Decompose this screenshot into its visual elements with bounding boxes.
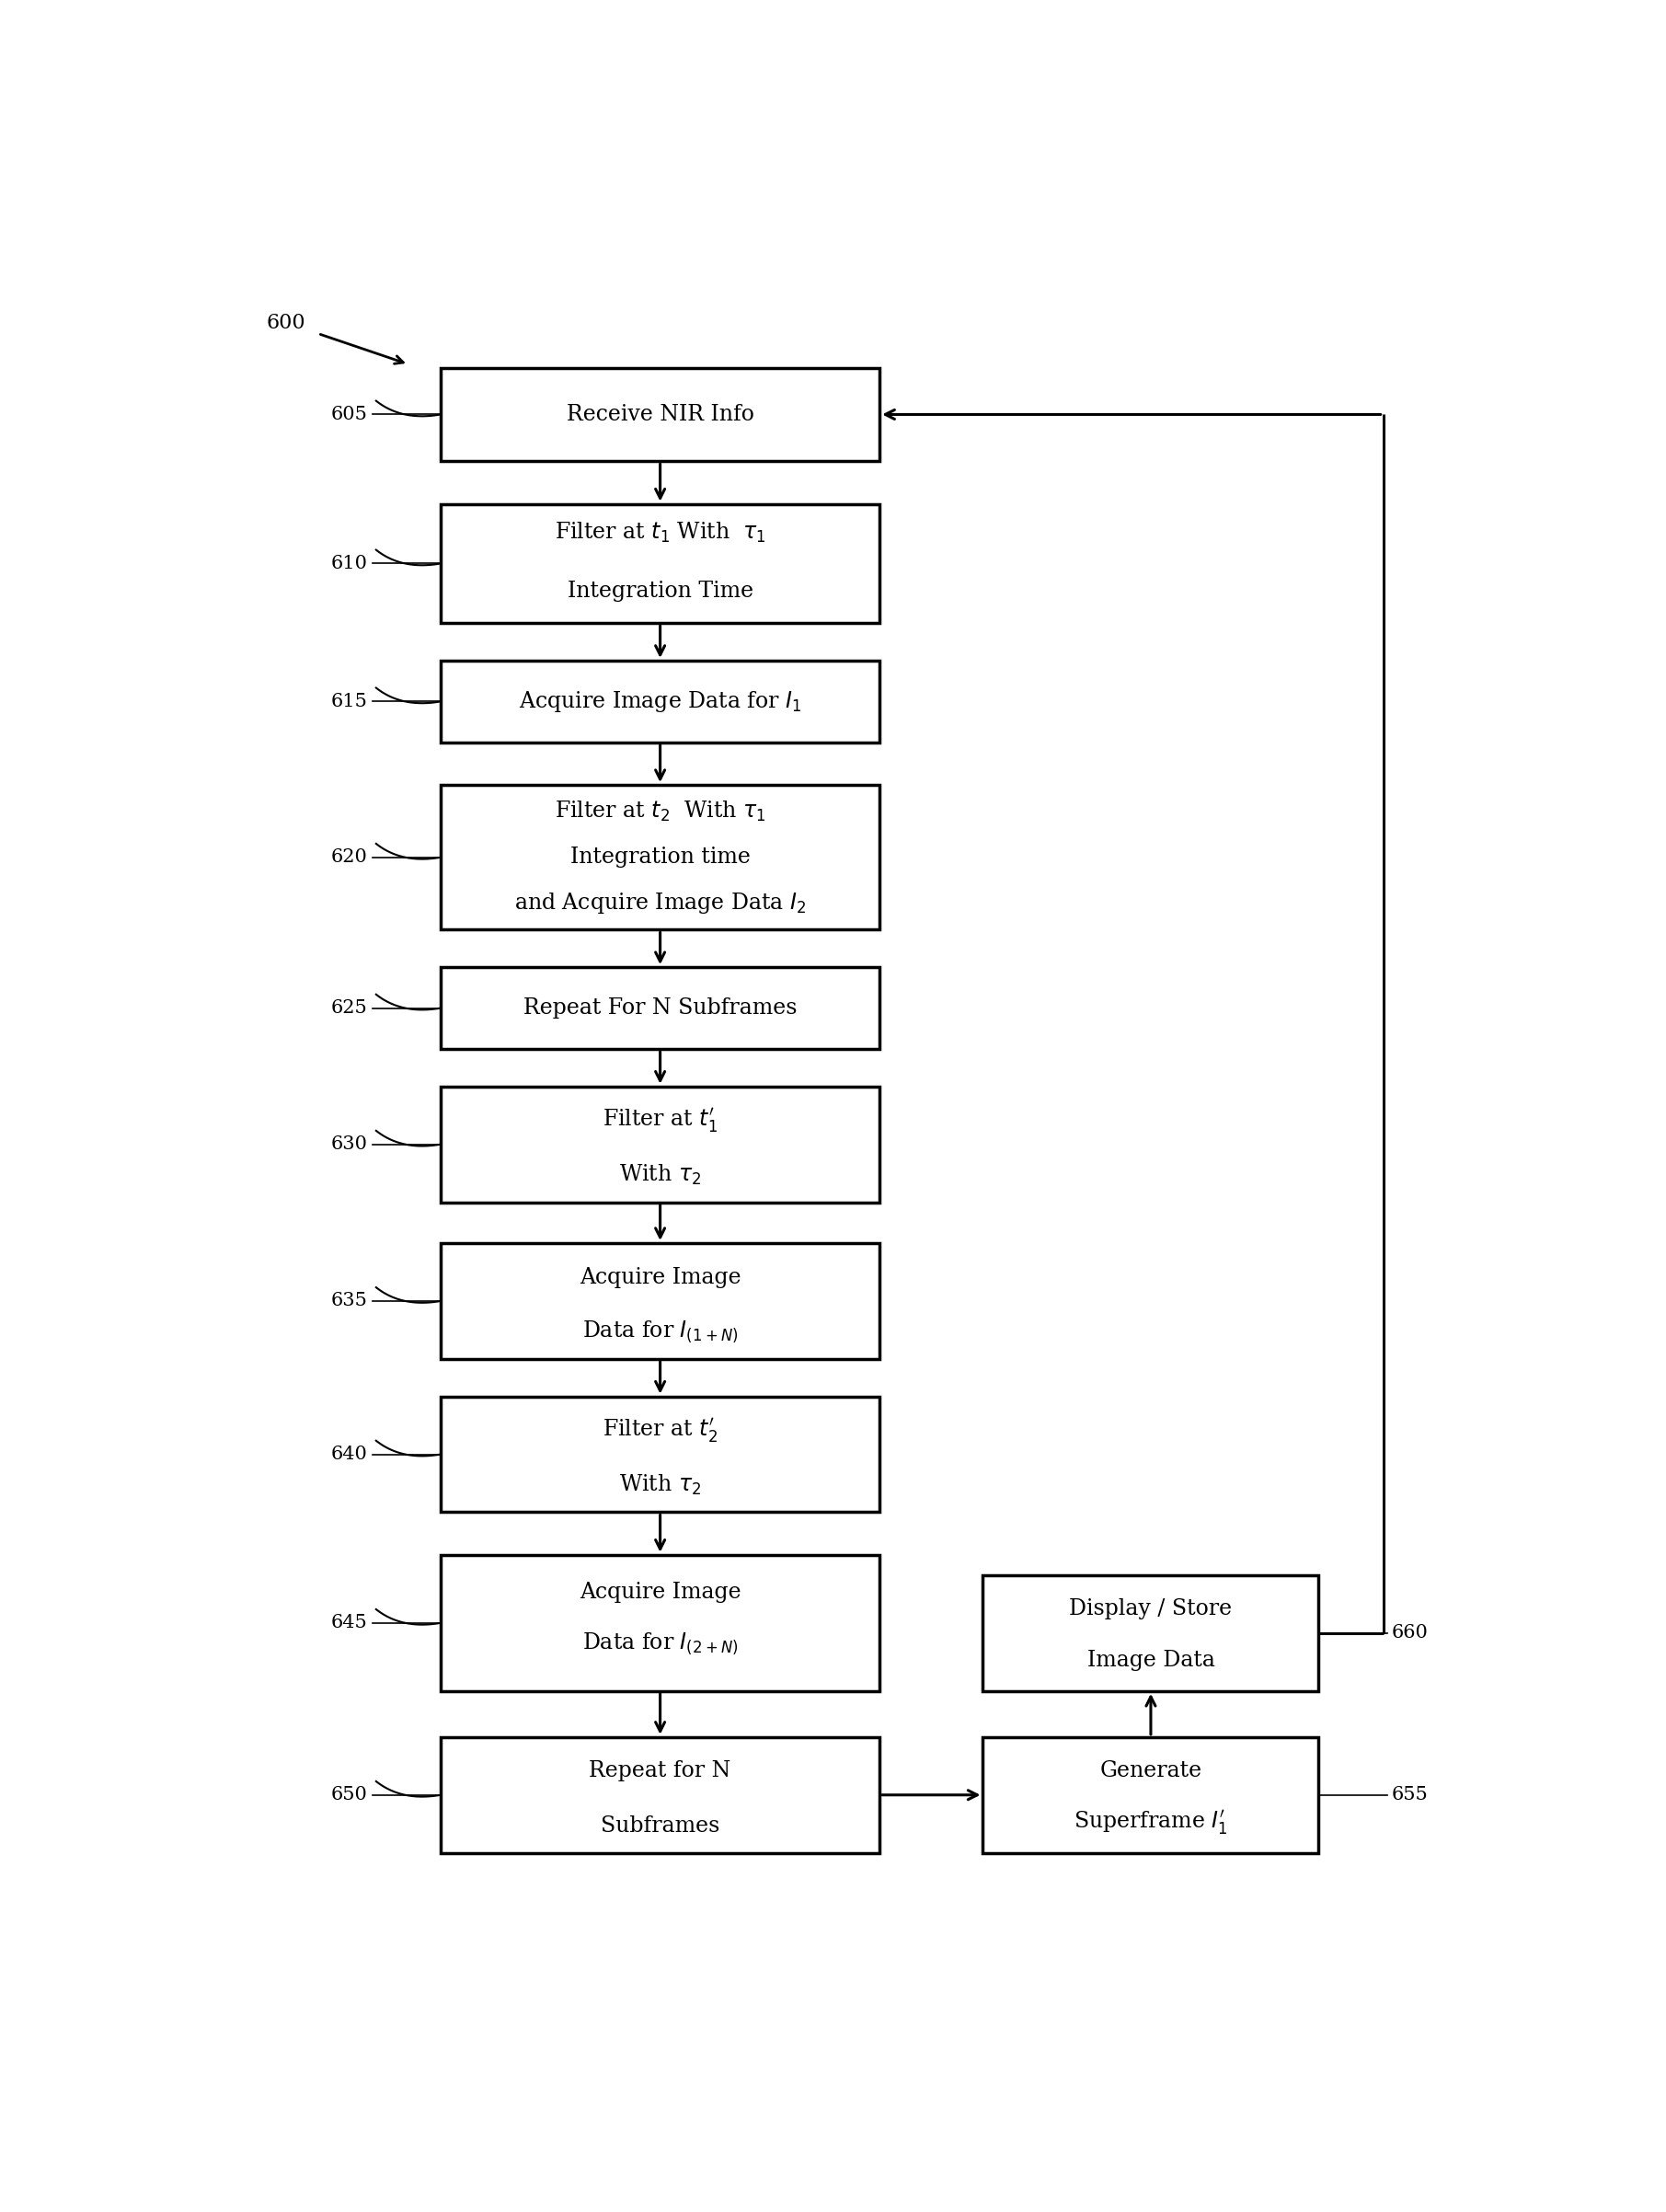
Text: Image Data: Image Data: [1086, 1650, 1215, 1670]
Bar: [440, 1555, 880, 1690]
Text: 635: 635: [332, 1292, 368, 1310]
Bar: [440, 1243, 880, 1358]
Text: Filter at $t_1$ With  $\tau_1$: Filter at $t_1$ With $\tau_1$: [555, 520, 766, 544]
Text: With $\tau_2$: With $\tau_2$: [620, 1473, 701, 1498]
Bar: [440, 1086, 880, 1203]
Text: 640: 640: [332, 1447, 368, 1462]
Text: Integration Time: Integration Time: [566, 580, 753, 602]
Text: Acquire Image Data for $I_1$: Acquire Image Data for $I_1$: [518, 690, 801, 714]
Text: 645: 645: [332, 1615, 368, 1632]
Text: 655: 655: [1391, 1787, 1428, 1803]
Bar: [440, 1396, 880, 1513]
Bar: [440, 1736, 880, 1854]
Text: Data for $I_{(2+N)}$: Data for $I_{(2+N)}$: [581, 1630, 738, 1657]
Bar: [440, 967, 880, 1048]
Text: 625: 625: [332, 1000, 368, 1018]
Text: 620: 620: [332, 849, 368, 867]
Text: Data for $I_{(1+N)}$: Data for $I_{(1+N)}$: [581, 1318, 738, 1345]
Bar: [440, 785, 880, 929]
Text: 650: 650: [332, 1787, 368, 1803]
Bar: [983, 1736, 1319, 1854]
Bar: [440, 367, 880, 462]
Text: Generate: Generate: [1100, 1761, 1201, 1781]
Text: Display / Store: Display / Store: [1070, 1599, 1233, 1619]
Bar: [983, 1575, 1319, 1690]
Text: 600: 600: [267, 314, 305, 334]
Text: Repeat for N: Repeat for N: [590, 1761, 731, 1781]
Bar: [440, 661, 880, 743]
Bar: [440, 504, 880, 624]
Text: Acquire Image: Acquire Image: [580, 1267, 741, 1287]
Text: Repeat For N Subframes: Repeat For N Subframes: [523, 998, 796, 1020]
Text: 605: 605: [332, 405, 368, 422]
Text: Filter at $t_2$  With $\tau_1$: Filter at $t_2$ With $\tau_1$: [555, 799, 766, 823]
Text: Superframe $I_1'$: Superframe $I_1'$: [1073, 1807, 1228, 1836]
Text: Filter at $t_2'$: Filter at $t_2'$: [603, 1416, 718, 1444]
Text: Filter at $t_1'$: Filter at $t_1'$: [603, 1106, 718, 1135]
Text: Receive NIR Info: Receive NIR Info: [566, 405, 755, 425]
Text: and Acquire Image Data $I_2$: and Acquire Image Data $I_2$: [515, 891, 806, 916]
Text: 660: 660: [1391, 1624, 1428, 1641]
Text: 615: 615: [332, 692, 368, 710]
Text: Acquire Image: Acquire Image: [580, 1582, 741, 1604]
Text: With $\tau_2$: With $\tau_2$: [620, 1164, 701, 1188]
Text: 610: 610: [332, 555, 368, 573]
Text: Subframes: Subframes: [601, 1816, 720, 1836]
Text: Integration time: Integration time: [570, 847, 750, 867]
Text: 630: 630: [332, 1135, 368, 1152]
